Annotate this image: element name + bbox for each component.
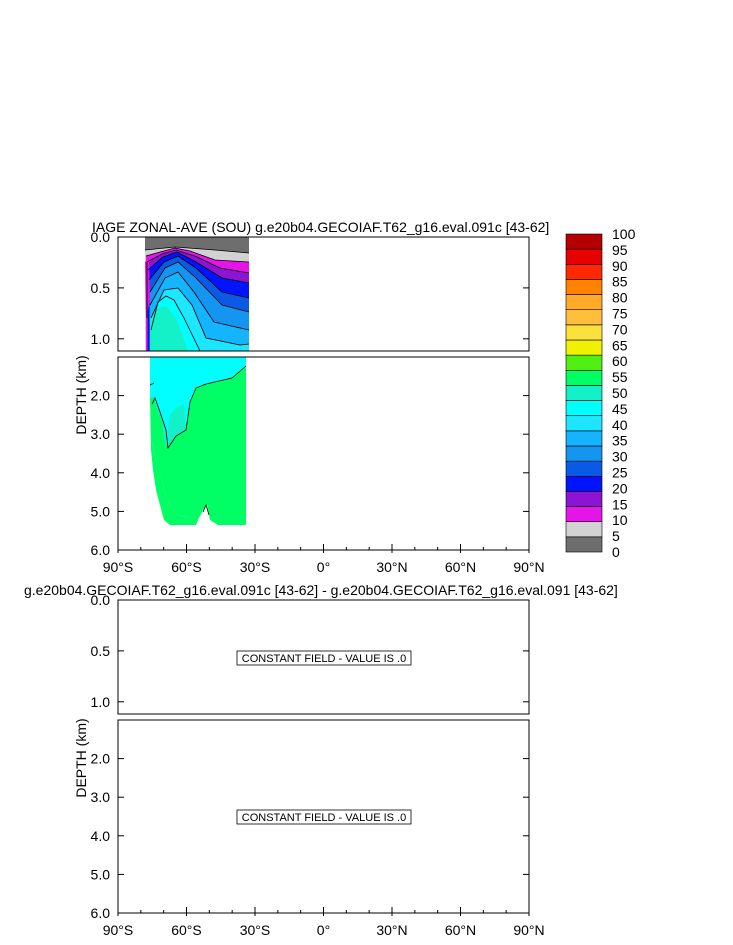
constant-field-note-upper: CONSTANT FIELD - VALUE IS .0: [236, 650, 412, 666]
colorbar-level-label: 50: [612, 385, 628, 401]
bottom-y-tick-label-upper: 0.5: [91, 643, 111, 659]
top-x-tick-label: 90°N: [513, 559, 544, 575]
colorbar-swatch: [565, 430, 603, 447]
bottom-y-tick-label-lower: 3.0: [91, 789, 111, 805]
colorbar-level-label: 25: [612, 465, 628, 481]
bottom-y-axis-label: DEPTH (km): [73, 718, 89, 797]
colorbar-level-label: 65: [612, 337, 628, 353]
colorbar-swatch: [565, 248, 603, 265]
colorbar-level-label: 75: [612, 306, 628, 322]
colorbar-swatch: [565, 475, 603, 492]
top-y-tick-label-lower: 3.0: [91, 426, 111, 442]
colorbar-swatch: [565, 460, 603, 477]
top-y-tick-label-lower: 6.0: [91, 542, 111, 558]
colorbar-swatch: [565, 233, 603, 250]
colorbar-swatch: [565, 279, 603, 295]
colorbar-swatch: [565, 536, 603, 553]
top-plot-title: IAGE ZONAL-AVE (SOU) g.e20b04.GECOIAF.T6…: [92, 219, 550, 235]
top-upper-panel-frame: [117, 236, 530, 352]
bottom-x-tick-label: 90°S: [103, 922, 134, 938]
fill-50-55-deep: [150, 366, 246, 525]
colorbar-level-label: 100: [612, 226, 636, 242]
fill-edge-magenta: [145, 258, 150, 318]
top-y-tick-label-lower: 4.0: [91, 465, 111, 481]
fill-lower-left: [150, 306, 188, 351]
colorbar-level-label: 90: [612, 258, 628, 274]
top-lower-contour-fills: [149, 357, 247, 525]
colorbar-swatch: [565, 506, 603, 523]
colorbar-level-label: 10: [612, 512, 628, 528]
bottom-x-tick-label: 0°: [317, 922, 330, 938]
colorbar-swatch: [565, 400, 603, 417]
top-x-tick-label: 30°N: [376, 559, 407, 575]
bottom-y-tick-label-lower: 2.0: [91, 751, 111, 767]
bottom-x-tick-label: 60°S: [171, 922, 202, 938]
top-x-tick-label: 30°S: [240, 559, 271, 575]
colorbar-level-label: 15: [612, 496, 628, 512]
bottom-upper-panel-frame: [117, 599, 530, 715]
constant-field-note-lower: CONSTANT FIELD - VALUE IS .0: [236, 809, 412, 825]
colorbar-swatch: [565, 369, 603, 386]
colorbar: 0510152025303540455055606570758085909510…: [565, 226, 636, 560]
colorbar-level-label: 30: [612, 449, 628, 465]
colorbar-level-label: 20: [612, 480, 628, 496]
colorbar-swatch: [565, 445, 603, 462]
colorbar-swatch: [565, 263, 603, 280]
colorbar-level-label: 45: [612, 401, 628, 417]
top-y-axis-label: DEPTH (km): [73, 355, 89, 434]
top-x-tick-label: 0°: [317, 559, 330, 575]
top-y-tick-label-upper: 0.5: [91, 280, 111, 296]
colorbar-swatch: [565, 294, 603, 311]
fill-left-green: [150, 400, 190, 525]
bottom-x-tick-label: 30°S: [240, 922, 271, 938]
colorbar-swatch: [565, 385, 603, 401]
colorbar-swatch: [565, 354, 603, 371]
colorbar-level-label: 35: [612, 433, 628, 449]
colorbar-level-label: 0: [612, 544, 620, 560]
colorbar-swatch: [565, 415, 603, 432]
top-y-tick-label-lower: 2.0: [91, 388, 111, 404]
top-upper-contour-fills: [144, 237, 250, 351]
top-x-tick-label: 90°S: [103, 559, 134, 575]
top-x-tick-label: 60°N: [445, 559, 476, 575]
bottom-x-tick-label: 30°N: [376, 922, 407, 938]
top-y-tick-label-upper: 1.0: [91, 331, 111, 347]
colorbar-level-label: 70: [612, 321, 628, 337]
colorbar-level-label: 5: [612, 528, 620, 544]
colorbar-level-label: 80: [612, 290, 628, 306]
top-x-tick-label: 60°S: [171, 559, 202, 575]
constant-field-text-upper: CONSTANT FIELD - VALUE IS .0: [242, 653, 406, 665]
bottom-y-tick-label-lower: 5.0: [91, 866, 111, 882]
bottom-y-tick-label-lower: 6.0: [91, 905, 111, 921]
bottom-plot-title: g.e20b04.GECOIAF.T62_g16.eval.091c [43-6…: [24, 582, 618, 598]
colorbar-level-label: 60: [612, 353, 628, 369]
colorbar-level-label: 85: [612, 274, 628, 290]
bottom-x-tick-label: 90°N: [513, 922, 544, 938]
colorbar-level-label: 55: [612, 369, 628, 385]
colorbar-swatch: [565, 339, 603, 356]
colorbar-level-label: 95: [612, 242, 628, 258]
bottom-y-tick-label-lower: 4.0: [91, 828, 111, 844]
constant-field-text-lower: CONSTANT FIELD - VALUE IS .0: [242, 812, 406, 824]
colorbar-swatch: [565, 309, 603, 326]
top-y-tick-label-upper: 0.0: [91, 229, 111, 245]
fill-white-notch: [203, 508, 209, 525]
colorbar-swatch: [565, 521, 603, 538]
fill-cyan-tongue: [150, 395, 186, 448]
bottom-y-tick-label-upper: 0.0: [91, 592, 111, 608]
colorbar-swatch: [565, 324, 603, 341]
colorbar-level-label: 40: [612, 417, 628, 433]
colorbar-swatch: [565, 491, 603, 507]
top-y-tick-label-lower: 5.0: [91, 503, 111, 519]
bottom-y-tick-label-upper: 1.0: [91, 694, 111, 710]
bottom-x-tick-label: 60°N: [445, 922, 476, 938]
